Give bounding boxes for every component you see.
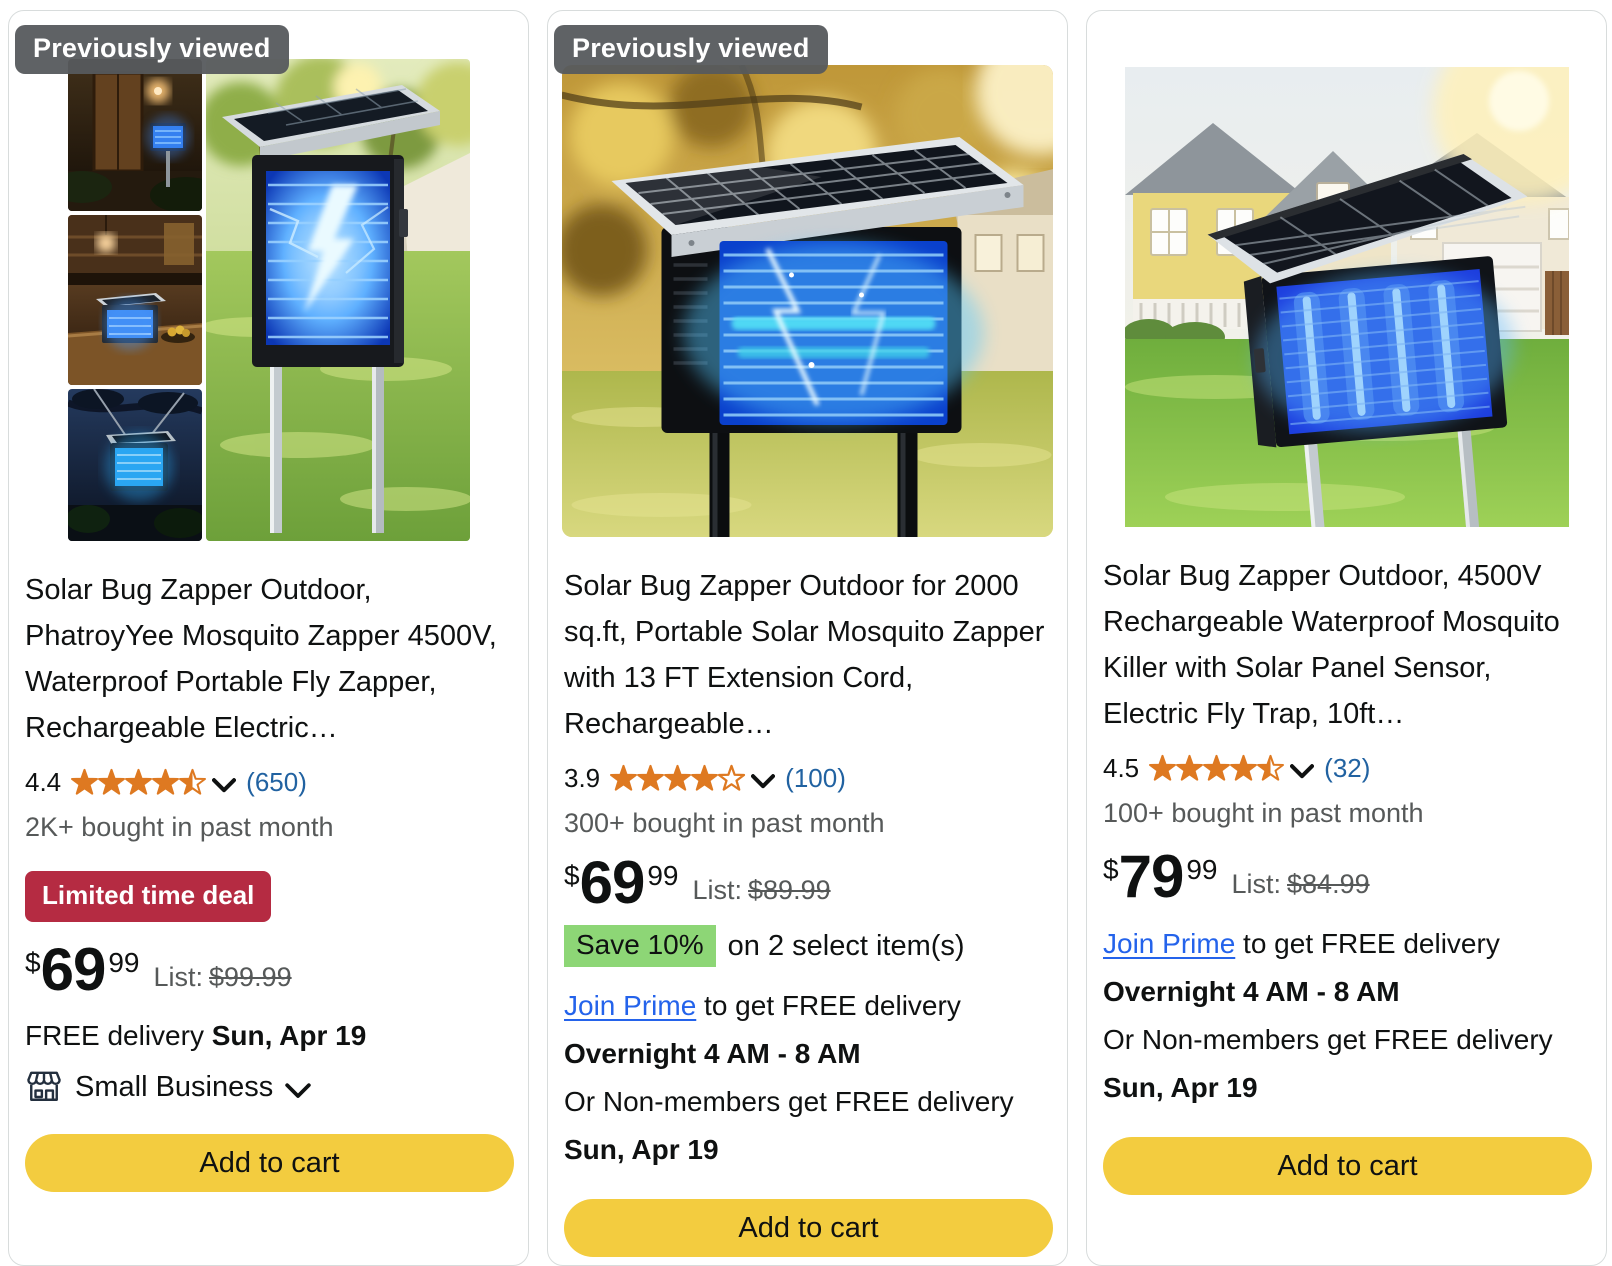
product-title-link[interactable]: Solar Bug Zapper Outdoor, 4500V Recharge… [1103, 560, 1560, 730]
product-title-link[interactable]: Solar Bug Zapper Outdoor for 2000 sq.ft,… [564, 570, 1045, 740]
review-count-link[interactable]: (650) [246, 767, 307, 797]
review-count-link[interactable]: (100) [785, 763, 846, 793]
join-prime-link[interactable]: Join Prime [1103, 928, 1236, 959]
product-photo-main [205, 59, 470, 541]
previously-viewed-badge: Previously viewed [15, 25, 289, 74]
star-rating [608, 764, 746, 794]
star-rating [1147, 754, 1285, 784]
thumbnail-kitchen [67, 215, 202, 385]
price-row: $ 69 99 List: $99.99 [25, 936, 512, 1003]
add-to-cart-button[interactable]: Add to cart [564, 1199, 1053, 1257]
price: $ 69 99 [564, 849, 679, 916]
product-card-1: Previously viewed [8, 10, 529, 1266]
price-row: $ 79 99 List: $84.99 [1103, 843, 1590, 910]
price-fraction: 99 [108, 947, 140, 978]
price-whole: 79 [1118, 843, 1185, 910]
delivery-date: Sun, Apr 19 [564, 1134, 719, 1165]
rating-row: 3.9 (100) [564, 763, 1051, 794]
prime-delivery-line: Join Prime to get FREE delivery [564, 990, 961, 1021]
product-image[interactable] [562, 65, 1053, 537]
product-card-3: Solar Bug Zapper Outdoor, 4500V Recharge… [1086, 10, 1607, 1266]
thumbnail-hanging-night [67, 389, 202, 541]
rating-value: 4.4 [25, 767, 62, 797]
list-price: List: $89.99 [692, 875, 831, 905]
limited-time-deal-badge: Limited time deal [25, 871, 272, 922]
overnight-delivery: Overnight 4 AM - 8 AM [1103, 976, 1400, 1007]
thumbnail-night-porch [67, 59, 202, 211]
delivery-line: FREE delivery Sun, Apr 19 [25, 1020, 367, 1051]
price-fraction: 99 [647, 860, 679, 891]
save-suffix: on 2 select item(s) [727, 929, 965, 962]
price-symbol: $ [1103, 854, 1119, 885]
price-row: $ 69 99 List: $89.99 [564, 849, 1051, 916]
rating-value: 4.5 [1103, 753, 1140, 783]
small-business-label: Small Business [75, 1070, 274, 1103]
chevron-down-icon[interactable] [212, 778, 237, 793]
add-to-cart-button[interactable]: Add to cart [25, 1134, 514, 1192]
add-to-cart-button[interactable]: Add to cart [1103, 1137, 1592, 1195]
rating-value: 3.9 [564, 763, 601, 793]
non-members-delivery: Or Non-members get FREE delivery [1103, 1024, 1553, 1055]
product-title-link[interactable]: Solar Bug Zapper Outdoor, PhatroyYee Mos… [25, 574, 497, 744]
product-photo-suburban-lawn [1124, 67, 1569, 527]
small-business-row[interactable]: Small Business [25, 1070, 512, 1104]
list-price: List: $84.99 [1231, 869, 1370, 899]
product-photo-autumn-yard [562, 65, 1053, 537]
price-symbol: $ [564, 860, 580, 891]
list-price: List: $99.99 [153, 962, 292, 992]
join-prime-link[interactable]: Join Prime [564, 990, 697, 1021]
chevron-down-icon[interactable] [1290, 764, 1315, 779]
chevron-down-icon [285, 1083, 311, 1099]
thumbnail-column [67, 59, 202, 541]
previously-viewed-badge: Previously viewed [554, 25, 828, 74]
non-members-delivery: Or Non-members get FREE delivery [564, 1086, 1014, 1117]
price-whole: 69 [579, 849, 646, 916]
save-badge[interactable]: Save 10% [564, 925, 716, 967]
delivery-date: Sun, Apr 19 [1103, 1072, 1258, 1103]
overnight-delivery: Overnight 4 AM - 8 AM [564, 1038, 861, 1069]
price: $ 69 99 [25, 936, 140, 1003]
star-rating [69, 768, 207, 798]
product-image-montage[interactable] [67, 59, 470, 541]
promotion-row: Save 10% on 2 select item(s) [564, 925, 1051, 967]
review-count-link[interactable]: (32) [1324, 753, 1371, 783]
price: $ 79 99 [1103, 843, 1218, 910]
bought-count: 300+ bought in past month [564, 808, 885, 838]
rating-row: 4.4 (650) [25, 767, 512, 798]
bought-count: 2K+ bought in past month [25, 812, 334, 842]
bought-count: 100+ bought in past month [1103, 798, 1424, 828]
product-image[interactable] [1124, 67, 1569, 527]
rating-row: 4.5 (32) [1103, 753, 1590, 784]
price-whole: 69 [40, 936, 107, 1003]
price-fraction: 99 [1186, 854, 1218, 885]
chevron-down-icon[interactable] [751, 774, 776, 789]
prime-delivery-line: Join Prime to get FREE delivery [1103, 928, 1500, 959]
storefront-icon [25, 1070, 63, 1104]
price-symbol: $ [25, 947, 41, 978]
product-card-2: Previously viewed [547, 10, 1068, 1266]
